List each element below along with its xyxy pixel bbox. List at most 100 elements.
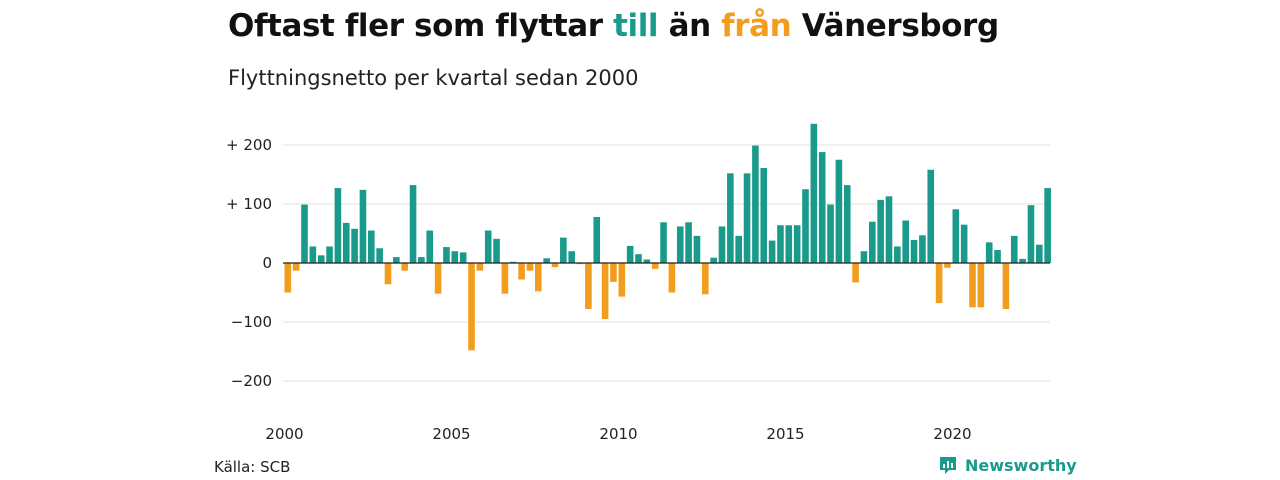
title-word-till: till [613,8,659,44]
bar-q13 [384,263,392,285]
bar-q31 [535,263,542,292]
bar-q75 [902,220,909,263]
gridlines [283,144,1050,382]
bar-q35 [568,251,575,263]
bar-q27 [501,263,509,294]
bar-q9 [351,228,358,263]
x-tick-label: 2010 [599,425,637,443]
bar-q63 [802,189,809,263]
bar-q52 [710,257,717,263]
bar-q60 [777,225,784,263]
bar-q32 [543,258,550,263]
bar-q73 [885,196,893,263]
bar-q18 [426,230,434,263]
bar-q76 [910,239,918,263]
bar-q72 [877,199,884,263]
bar-q92 [1044,188,1051,263]
bar-q85 [985,242,993,263]
bar-q34 [560,237,567,263]
chart-title: Oftast fler som flyttar till än från Vän… [228,8,999,44]
bar-q12 [376,248,383,263]
bar-q87 [1002,263,1010,310]
bar-q55 [735,235,742,263]
bar-q84 [977,263,985,308]
bar-q90 [1027,205,1035,263]
bar-q70 [860,251,868,263]
bar-q8 [342,222,350,263]
bar-q21 [451,251,459,263]
bar-q57 [752,145,759,263]
bar-q11 [368,230,375,263]
bar-q66 [827,204,834,263]
bar-q49 [685,222,692,263]
bar-q56 [743,173,751,263]
bar-q43 [635,254,642,263]
bar-q74 [894,246,901,263]
bar-q67 [835,159,843,263]
brand-name: Newsworthy [965,455,1077,475]
y-axis-labels: + 200 + 100 0 −100 −200 [226,136,272,390]
bar-q22 [459,252,467,263]
y-tick-label: −100 [231,313,272,331]
title-part-2: än [658,8,722,44]
x-tick-label: 2015 [766,425,804,443]
bar-q15 [401,263,408,271]
bar-q62 [793,225,801,263]
x-axis-labels: 2000 2005 2010 2015 2020 [265,425,971,443]
x-tick-label: 2020 [933,425,971,443]
x-tick-label: 2005 [432,425,470,443]
bar-q40 [610,263,617,282]
bar-q39 [601,263,609,320]
bar-q7 [334,188,342,263]
newsworthy-logo: Newsworthy [938,455,1077,475]
bar-q89 [1019,258,1026,263]
bar-q3 [301,204,308,263]
y-tick-label: + 100 [226,195,272,213]
bar-q58 [760,168,768,263]
bar-q46 [660,222,667,263]
bar-q81 [952,209,960,263]
bar-q33 [551,263,559,268]
bar-q77 [919,235,926,263]
bar-q1 [284,263,292,293]
bar-q54 [727,173,734,263]
bar-q68 [843,185,851,263]
bar-q25 [484,230,492,263]
newsworthy-logo-icon [940,457,956,474]
bar-q59 [768,240,776,263]
bar-q78 [927,169,935,263]
bar-q41 [618,263,626,297]
bar-q61 [785,225,793,263]
bar-q26 [493,238,500,263]
bar-q29 [518,263,525,280]
bar-q5 [317,255,325,263]
bar-q45 [651,263,659,269]
chart-subtitle: Flyttningsnetto per kvartal sedan 2000 [228,66,639,90]
bar-q37 [585,263,592,310]
bar-q19 [434,263,442,294]
bar-q71 [869,221,876,263]
bar-q51 [702,263,709,295]
bar-q88 [1010,235,1018,263]
bar-q50 [693,235,701,263]
bar-q86 [994,250,1001,263]
bar-q79 [935,263,943,304]
bar-q6 [326,246,333,263]
bar-q80 [944,263,951,268]
bar-q16 [409,185,417,263]
bar-q91 [1036,244,1043,263]
title-part-1: Oftast fler som flyttar [228,8,614,44]
bar-q44 [643,259,651,263]
bar-q23 [468,263,475,351]
y-tick-label: 0 [262,254,272,272]
bar-q2 [292,263,300,271]
bar-q82 [960,224,968,263]
bar-q10 [359,189,367,263]
bar-q83 [969,263,976,308]
bar-q24 [476,263,484,271]
title-part-3: Vänersborg [791,8,999,44]
bars [284,123,1051,351]
bar-q38 [593,216,601,263]
bar-q20 [443,247,450,263]
